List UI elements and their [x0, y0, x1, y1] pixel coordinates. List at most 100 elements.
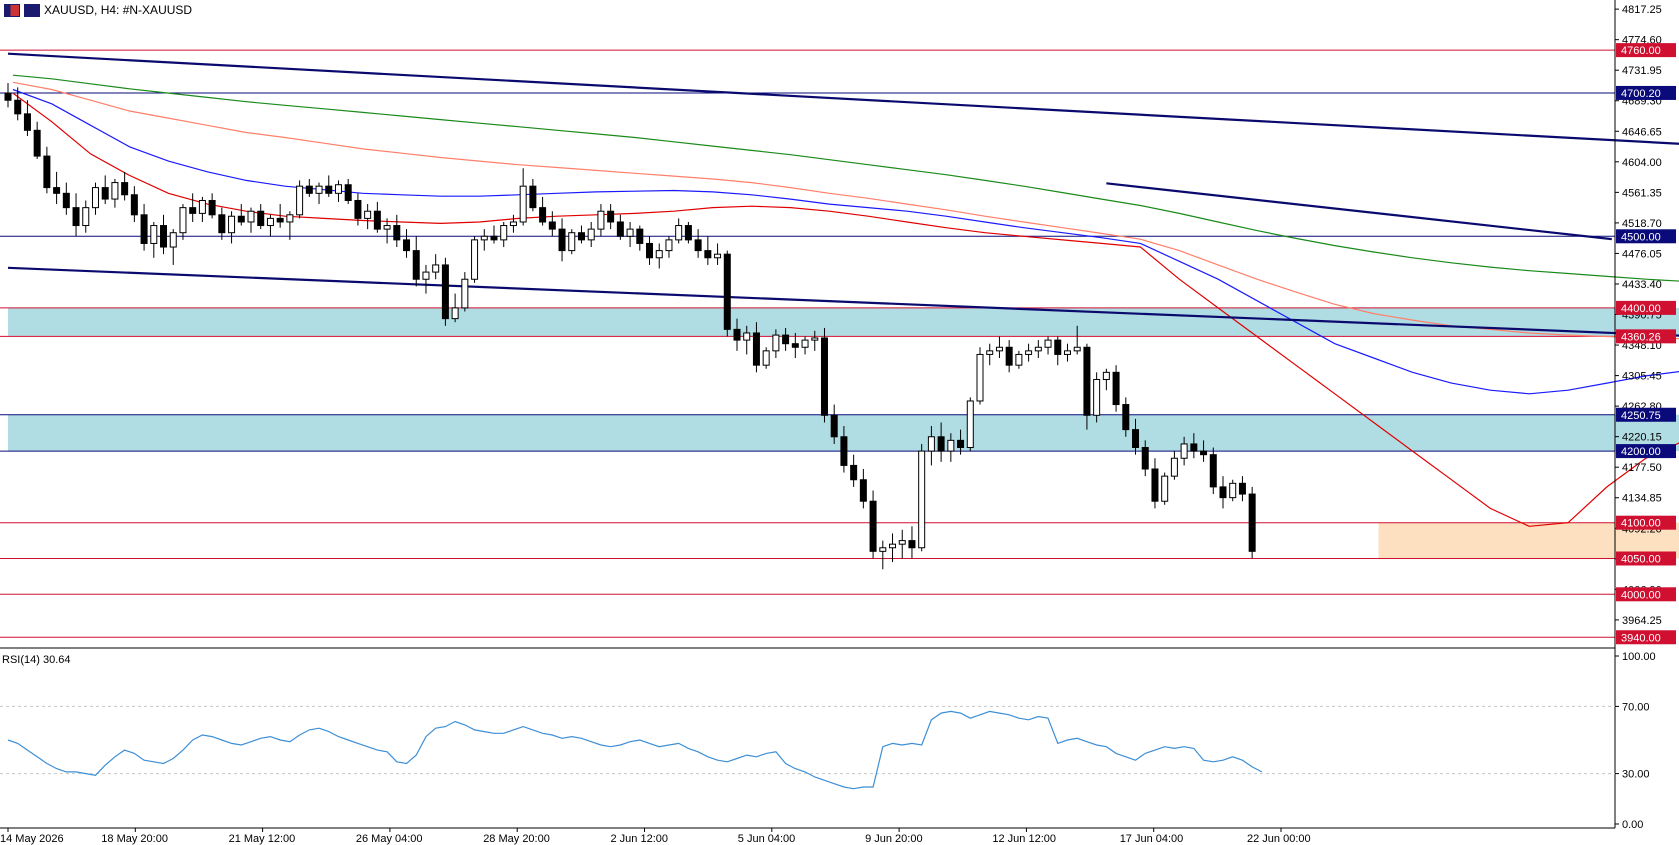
candle [471, 236, 479, 283]
candle [801, 336, 809, 355]
candle [966, 397, 974, 452]
candle [607, 204, 615, 230]
candle [121, 171, 129, 201]
candle-bull [918, 450, 926, 549]
candle-bull [995, 346, 1003, 352]
level-price-label: 4100.00 [1621, 518, 1661, 530]
candle [694, 229, 702, 258]
candle [14, 87, 22, 121]
market-watch-icon[interactable] [4, 3, 20, 17]
candle [995, 336, 1003, 359]
candle [1180, 436, 1188, 466]
candle [675, 218, 683, 244]
candle-bull [947, 439, 955, 452]
candle [334, 180, 342, 202]
level-price-label: 4500.00 [1621, 231, 1661, 243]
candle [636, 225, 644, 251]
candle [111, 179, 119, 208]
candle [1005, 340, 1013, 373]
candle [655, 243, 663, 269]
candle [529, 179, 537, 212]
candle-bull [432, 264, 440, 273]
time-tick-label: 18 May 20:00 [101, 833, 168, 845]
candle-bear [62, 192, 70, 209]
candle-bear [1219, 486, 1227, 499]
candle [898, 529, 906, 559]
candle [1132, 418, 1140, 455]
candle [1044, 336, 1052, 355]
candle [1063, 343, 1071, 362]
candle [646, 236, 654, 265]
candle [782, 327, 790, 351]
candle-bear [101, 187, 109, 200]
candle [422, 264, 430, 294]
rsi-tick-label: 70.00 [1622, 701, 1650, 713]
candle [179, 204, 187, 240]
candle-bear [791, 343, 799, 348]
candle-bull [471, 239, 479, 280]
candle [344, 179, 352, 205]
candle-bull [762, 350, 770, 366]
candle-bear [548, 221, 556, 230]
price-tick-label: 4134.85 [1622, 493, 1662, 505]
price-tick-label: 3964.25 [1622, 615, 1662, 627]
chart-window-icon[interactable] [24, 3, 40, 17]
candle-bear [723, 253, 731, 330]
candle [150, 221, 158, 258]
candle-bull [927, 436, 935, 452]
time-tick-label: 2 Jun 12:00 [611, 833, 669, 845]
candle-bear [354, 199, 362, 219]
candle-bull [879, 547, 887, 552]
candle [480, 229, 488, 251]
candle-bull [1161, 475, 1169, 502]
candle [616, 214, 624, 240]
candle-bear [14, 99, 22, 115]
rsi-panel: 100.00 70.00 30.00 0.00 [0, 651, 1656, 831]
time-tick-label: 22 Jun 00:00 [1247, 833, 1311, 845]
candle-bull [675, 225, 683, 241]
candle-bear [412, 250, 420, 280]
candle-bear [607, 210, 615, 223]
candle-bull [772, 334, 780, 352]
candle-bull [247, 210, 255, 223]
candle [383, 218, 391, 244]
candle-bear [325, 185, 333, 194]
candle-bear [276, 217, 284, 223]
candle-bull [179, 207, 187, 234]
candle [509, 214, 517, 233]
candle-bear [830, 414, 838, 438]
candle-bull [1102, 371, 1110, 380]
time-tick-label: 14 May 2026 [0, 833, 64, 845]
candle-bear [121, 182, 129, 196]
candle [879, 540, 887, 570]
candle-bear [1238, 482, 1246, 495]
candle [1102, 368, 1110, 391]
zone-cyan-0 [8, 307, 1679, 337]
symbol-description: #N-XAUUSD [122, 3, 193, 17]
candle-bear [1209, 454, 1217, 488]
candle [189, 193, 197, 222]
candle [33, 121, 41, 159]
candle [859, 468, 867, 509]
candle-bull [966, 400, 974, 449]
candle-bear [558, 228, 566, 252]
candle-bear [305, 185, 313, 194]
candle-bear [859, 479, 867, 502]
candle [62, 182, 70, 215]
candle [1141, 440, 1149, 477]
candle [1219, 476, 1227, 509]
price-tick-label: 4433.40 [1622, 279, 1662, 291]
candle-bear [140, 214, 148, 244]
candle [354, 193, 362, 226]
candle [927, 426, 935, 466]
trendline-0 [7, 52, 1679, 145]
candle [257, 204, 265, 230]
candle-bear [694, 239, 702, 252]
candle [198, 196, 206, 222]
candle-bear [1005, 346, 1013, 366]
candle-bear [1190, 443, 1198, 452]
candle [869, 490, 877, 559]
level-price-tag [1616, 444, 1676, 459]
